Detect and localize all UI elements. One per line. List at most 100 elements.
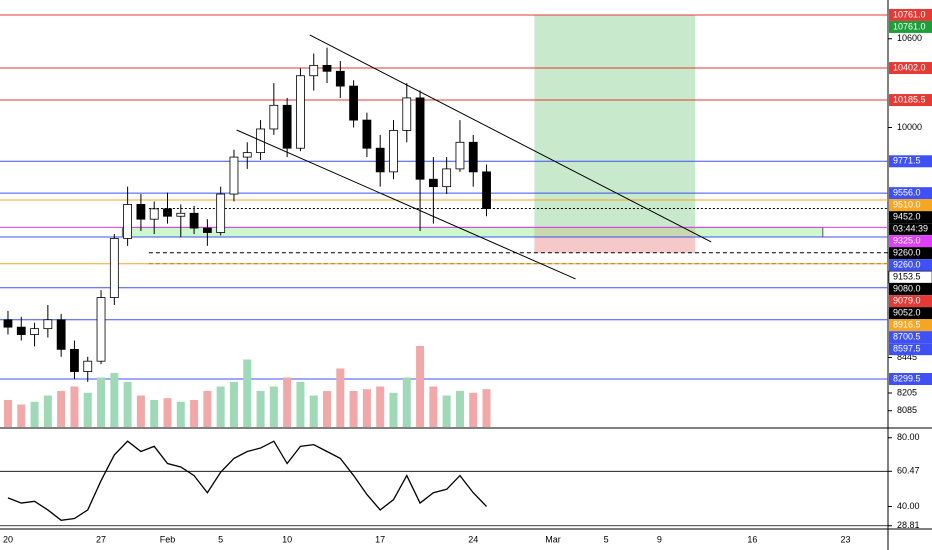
candle-body (402, 97, 412, 131)
volume-bar (163, 398, 172, 427)
volume-bar (416, 346, 425, 427)
price-tag-label: 03:44:39 (893, 224, 928, 234)
price-tag-label: 10761.0 (893, 9, 926, 19)
price-tag-label: 8299.5 (893, 373, 921, 383)
price-tag-label: 9556.0 (893, 188, 921, 198)
volume-bar (442, 395, 451, 427)
candle-body (269, 104, 279, 130)
price-tag-label: 9260.0 (893, 248, 921, 258)
price-tag (889, 8, 932, 21)
price-tag (889, 20, 932, 33)
x-tick-label: 27 (96, 534, 106, 544)
candle-body (375, 147, 385, 173)
volume-bar (256, 391, 265, 427)
trendline (309, 34, 712, 243)
price-tag-label: 8700.5 (893, 332, 921, 342)
candle-body (16, 326, 26, 335)
price-tag (889, 94, 932, 107)
volume-bar (389, 392, 398, 427)
candle-body (43, 319, 53, 330)
price-tag (889, 187, 932, 200)
y-tick-label: 10600 (897, 33, 922, 43)
price-tag-label: 10402.0 (893, 62, 926, 72)
price-tag (889, 62, 932, 75)
x-tick-label: Mar (545, 534, 561, 544)
volume-bar (203, 391, 212, 427)
price-tag-label: 9325.0 (893, 236, 921, 246)
stop-area (534, 227, 696, 253)
x-tick-label: 9 (657, 534, 662, 544)
price-tag-label: 9153.5 (893, 272, 921, 282)
candle-body (70, 348, 79, 372)
candle-body (468, 141, 478, 173)
candle-body (163, 208, 172, 217)
rsi-line (7, 440, 488, 521)
volume-bar (150, 400, 159, 427)
volume-bar (176, 401, 185, 427)
candle-body (296, 75, 305, 149)
volume-bar (17, 404, 26, 427)
x-tick-label: 24 (468, 534, 478, 544)
price-tag-label: 9260.0 (893, 260, 921, 270)
price-tag-label: 10185.5 (893, 94, 926, 104)
candle-body (349, 85, 359, 121)
price-tag (889, 373, 932, 386)
price-tag-label: 8597.5 (893, 344, 921, 354)
volume-bar (469, 392, 478, 427)
volume-bar (482, 389, 491, 427)
volume-bar (70, 386, 79, 427)
price-tag (889, 223, 932, 236)
volume-bar (3, 400, 12, 427)
candle-body (176, 212, 186, 217)
volume-bar (110, 373, 119, 427)
rsi-tick-label: 28.81 (897, 520, 920, 530)
volume-bar (296, 382, 305, 427)
candle-body (123, 204, 133, 239)
candle-body (202, 227, 212, 233)
volume-bar (376, 386, 385, 427)
candle-body (136, 204, 146, 220)
candle-body (389, 130, 398, 173)
volume-bar (323, 391, 332, 427)
volume-bar (30, 401, 39, 427)
volume-bar (123, 382, 132, 427)
price-tag (889, 199, 932, 212)
candle-body (282, 104, 292, 149)
x-tick-label: 16 (747, 534, 757, 544)
candle-body (482, 171, 491, 209)
volume-bar (402, 377, 411, 427)
x-tick-label: 20 (3, 534, 13, 544)
volume-bar (269, 386, 278, 427)
candle-body (56, 319, 66, 350)
candle-body (335, 70, 345, 87)
candle-body (229, 156, 239, 195)
volume-bar (362, 389, 371, 427)
y-tick-label: 10000 (897, 122, 922, 132)
rsi-tick-label: 40.00 (897, 501, 920, 511)
candle-body (428, 178, 438, 188)
price-tag-label: 9510.0 (893, 200, 921, 210)
price-tag-label: 9052.0 (893, 308, 921, 318)
price-tag (889, 247, 932, 260)
candle-body (322, 64, 332, 72)
trendline (236, 129, 576, 280)
volume-bar (57, 391, 66, 427)
price-tag (889, 155, 932, 168)
volume-bar (336, 368, 345, 427)
x-tick-label: 23 (840, 534, 850, 544)
price-tag (889, 259, 932, 272)
price-tag-label: 9771.5 (893, 156, 921, 166)
price-tag-label: 10761.0 (893, 21, 926, 31)
volume-bar (455, 391, 464, 427)
target-area (534, 14, 696, 228)
x-tick-label: 5 (604, 534, 609, 544)
candle-body (149, 208, 159, 220)
volume-bar (283, 377, 292, 427)
candle-body (3, 319, 13, 328)
price-tag (889, 211, 932, 224)
price-tag (889, 283, 932, 296)
y-tick-label: 8445 (897, 352, 917, 362)
volume-bar (243, 359, 252, 427)
price-tag (889, 331, 932, 344)
y-tick-label: 8085 (897, 405, 917, 415)
